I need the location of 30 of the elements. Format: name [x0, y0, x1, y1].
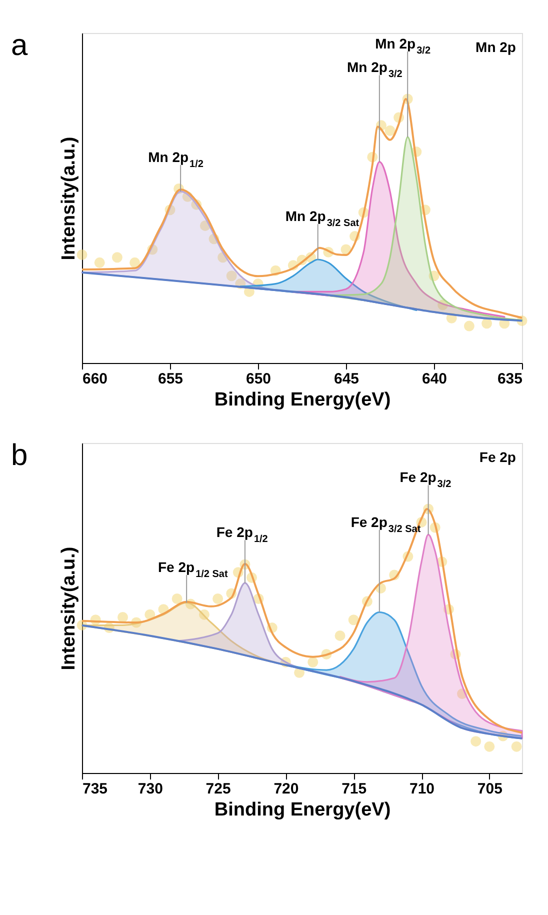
- x-tick-label: 635: [497, 370, 522, 388]
- x-tick-label: 720: [274, 780, 299, 798]
- x-axis-title: Binding Energy(eV): [214, 390, 391, 410]
- x-tick-label: 640: [422, 370, 448, 388]
- x-tick-label: 735: [82, 780, 108, 798]
- text: Mn 2p: [476, 39, 516, 55]
- chart-title: b: [11, 439, 28, 472]
- chart-title: a: [11, 29, 28, 62]
- point: [334, 630, 346, 641]
- point: [308, 656, 318, 668]
- point: [212, 594, 224, 604]
- x-tick-label: 710: [409, 780, 435, 798]
- x-tick-label: 725: [206, 780, 231, 798]
- point: [470, 736, 482, 747]
- point: [117, 612, 128, 622]
- x-axis-title: Binding Energy(eV): [214, 800, 391, 820]
- point: [348, 614, 359, 626]
- x-tick-label: 705: [477, 780, 502, 798]
- y-axis-title: Intensity(a.u.): [58, 136, 80, 260]
- x-tick-label: 655: [158, 370, 184, 388]
- x-tick-label: 650: [246, 370, 272, 388]
- point: [172, 594, 182, 604]
- y-axis-title: Intensity(a.u.): [58, 546, 80, 670]
- point: [484, 741, 495, 752]
- x-tick-label: 660: [82, 370, 108, 388]
- x-tick-label: 715: [342, 780, 367, 798]
- point: [511, 741, 522, 752]
- x-tick-label: 645: [334, 370, 360, 388]
- x-tick-label: 730: [138, 780, 163, 798]
- text: Fe 2p: [479, 449, 516, 465]
